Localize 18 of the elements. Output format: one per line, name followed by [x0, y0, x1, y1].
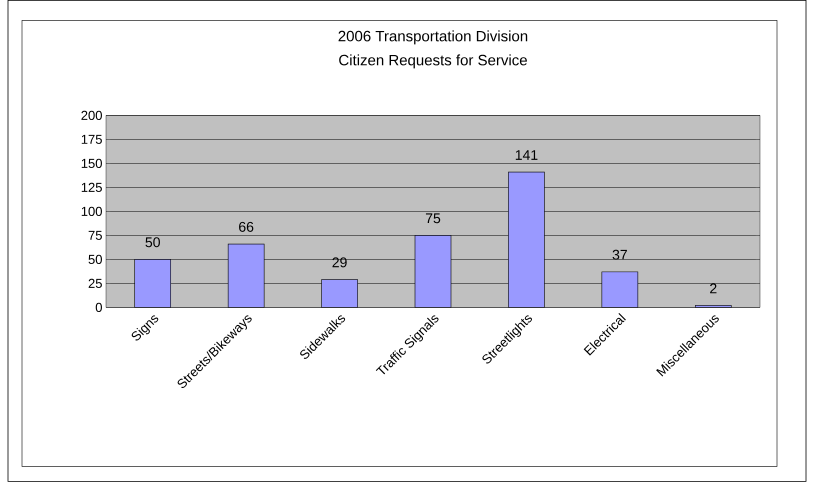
chart-title: 2006 Transportation Division [338, 30, 528, 44]
y-tick-label: 100 [82, 206, 102, 216]
y-tick-label: 75 [88, 230, 102, 240]
data-label: 2 [710, 283, 716, 294]
y-tick-label: 25 [88, 278, 102, 288]
data-label: 75 [426, 213, 440, 224]
data-label: 50 [145, 237, 160, 248]
chart-subtitle: Citizen Requests for Service [339, 54, 527, 68]
data-label: 29 [332, 257, 347, 268]
y-tick-label: 200 [81, 110, 102, 120]
y-tick-label: 125 [82, 182, 102, 192]
y-tick-label: 175 [82, 134, 102, 144]
y-tick-label: 0 [96, 302, 102, 312]
y-tick-label: 150 [82, 158, 102, 168]
y-tick-label: 50 [88, 254, 102, 264]
data-label: 37 [612, 250, 627, 260]
data-label: 66 [239, 222, 254, 232]
data-label: 141 [516, 150, 538, 160]
